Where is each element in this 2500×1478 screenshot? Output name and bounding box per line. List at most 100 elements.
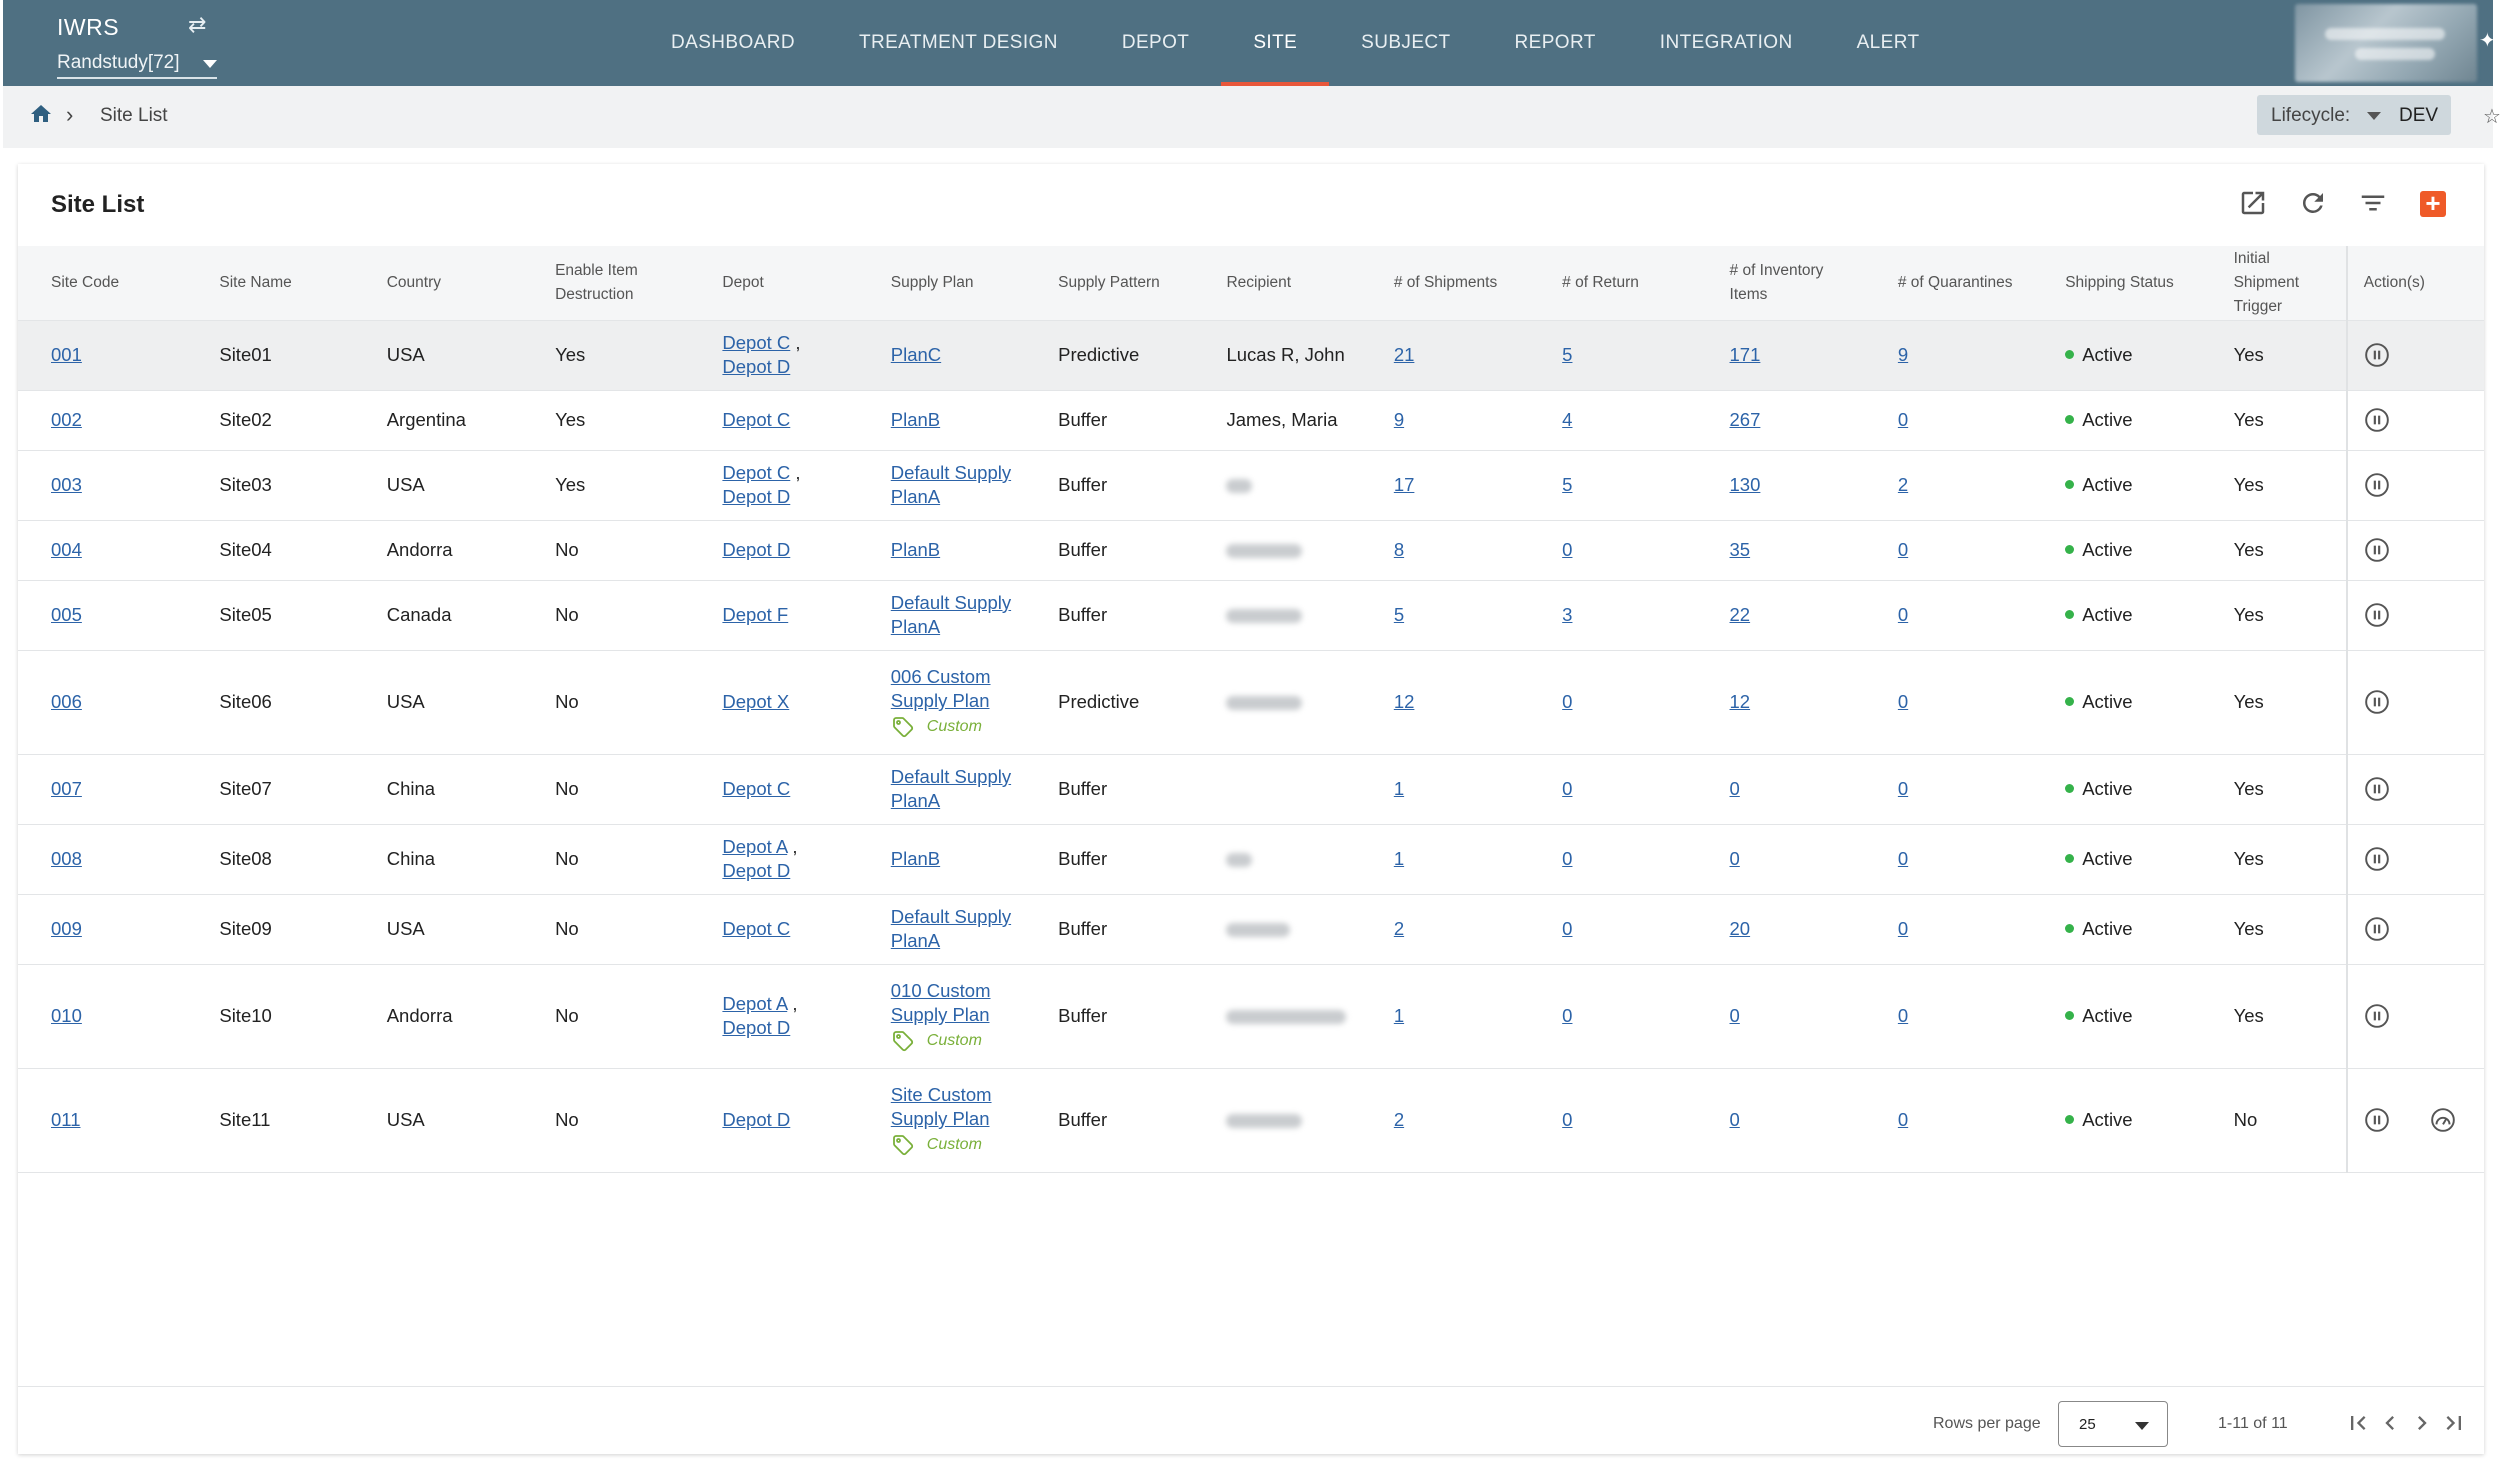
export-icon[interactable] (2238, 188, 2270, 220)
supply-plan-link[interactable]: Default Supply PlanA (890, 766, 1012, 811)
pause-icon[interactable] (2364, 1003, 2390, 1029)
supply-plan-link[interactable]: 010 Custom Supply Plan (890, 980, 991, 1025)
nav-item-site[interactable]: SITE (1221, 0, 1330, 86)
depot-link[interactable]: Depot C (722, 918, 791, 939)
filter-icon[interactable] (2358, 188, 2390, 220)
supply-plan-link[interactable]: Default Supply PlanA (890, 906, 1012, 951)
pause-icon[interactable] (2364, 689, 2390, 715)
next-page-icon[interactable] (2408, 1409, 2436, 1437)
quarantines-link[interactable]: 0 (1897, 778, 1909, 799)
site-code-link[interactable]: 004 (51, 539, 82, 560)
shipments-link[interactable]: 8 (1393, 539, 1405, 560)
site-code-link[interactable]: 010 (51, 1005, 82, 1026)
returns-link[interactable]: 0 (1562, 848, 1573, 869)
quarantines-link[interactable]: 9 (1897, 344, 1909, 365)
depot-link[interactable]: Depot C (722, 332, 791, 353)
supply-plan-link[interactable]: 006 Custom Supply Plan (890, 666, 991, 711)
supply-plan-link[interactable]: PlanB (890, 848, 941, 869)
inventory-link[interactable]: 0 (1729, 778, 1740, 799)
site-code-link[interactable]: 002 (51, 409, 82, 430)
inventory-link[interactable]: 12 (1729, 691, 1751, 712)
shipments-link[interactable]: 1 (1393, 778, 1405, 799)
last-page-icon[interactable] (2440, 1409, 2468, 1437)
swap-icon[interactable]: ⇄ (188, 12, 207, 37)
table-row[interactable]: 002 Site02 Argentina Yes Depot C PlanB Buffer J… (18, 390, 2484, 451)
nav-item-subject[interactable]: SUBJECT (1361, 32, 1451, 53)
depot-link[interactable]: Depot F (722, 604, 789, 625)
inventory-link[interactable]: 22 (1729, 604, 1751, 625)
returns-link[interactable]: 5 (1562, 474, 1573, 495)
quarantines-link[interactable]: 0 (1897, 691, 1909, 712)
inventory-link[interactable]: 130 (1729, 474, 1761, 495)
pin-icon[interactable]: ☆ (2483, 106, 2500, 128)
lifecycle-select[interactable]: Lifecycle: DEV (2257, 95, 2451, 135)
inventory-link[interactable]: 20 (1729, 918, 1751, 939)
shipments-link[interactable]: 5 (1393, 604, 1405, 625)
inventory-link[interactable]: 0 (1729, 848, 1740, 869)
inventory-link[interactable]: 0 (1729, 1005, 1740, 1026)
prev-page-icon[interactable] (2376, 1409, 2404, 1437)
nav-item-report[interactable]: REPORT (1514, 32, 1596, 53)
supply-plan-link[interactable]: Default Supply PlanA (890, 462, 1012, 507)
depot-link[interactable]: Depot C (722, 778, 791, 799)
depot-link[interactable]: Depot C (722, 409, 791, 430)
quarantines-link[interactable]: 0 (1897, 848, 1909, 869)
pause-icon[interactable] (2364, 776, 2390, 802)
nav-item-alert[interactable]: ALERT (1856, 32, 1920, 53)
quarantines-link[interactable]: 0 (1897, 409, 1909, 430)
site-code-link[interactable]: 011 (51, 1109, 81, 1130)
returns-link[interactable]: 3 (1562, 604, 1573, 625)
rows-per-page-select[interactable]: 25 (2058, 1401, 2168, 1447)
returns-link[interactable]: 0 (1562, 691, 1573, 712)
shipments-link[interactable]: 9 (1393, 409, 1405, 430)
table-row[interactable]: 004 Site04 Andorra No Depot D PlanB Buffer 8 0 35… (18, 520, 2484, 581)
table-row[interactable]: 006 Site06 USA No Depot X 006 Custom Supply P… (18, 650, 2484, 755)
first-page-icon[interactable] (2344, 1409, 2372, 1437)
pause-icon[interactable] (2364, 407, 2390, 433)
returns-link[interactable]: 4 (1562, 409, 1573, 430)
inventory-link[interactable]: 35 (1729, 539, 1751, 560)
depot-link[interactable]: Depot D (722, 539, 791, 560)
add-button[interactable]: + (2420, 190, 2446, 217)
table-row[interactable]: 011 Site11 USA No Depot D Site Custom Supply … (18, 1068, 2484, 1173)
shipments-link[interactable]: 21 (1393, 344, 1415, 365)
supply-plan-link[interactable]: Site Custom Supply Plan (890, 1084, 992, 1129)
depot-link[interactable]: Depot A (722, 993, 788, 1014)
user-avatar[interactable] (2295, 4, 2477, 82)
pin-icon[interactable]: ✦ (2479, 30, 2496, 52)
depot-link[interactable]: Depot C (722, 462, 791, 483)
pause-icon[interactable] (2364, 342, 2390, 368)
pause-icon[interactable] (2364, 602, 2390, 628)
refresh-icon[interactable] (2298, 188, 2330, 220)
returns-link[interactable]: 0 (1562, 918, 1573, 939)
inventory-link[interactable]: 267 (1729, 409, 1761, 430)
shipments-link[interactable]: 2 (1393, 918, 1405, 939)
nav-item-integration[interactable]: INTEGRATION (1659, 32, 1793, 53)
nav-item-depot[interactable]: DEPOT (1121, 32, 1190, 53)
site-code-link[interactable]: 008 (51, 848, 82, 869)
table-row[interactable]: 009 Site09 USA No Depot C Default Supply Plan… (18, 894, 2484, 965)
depot-link[interactable]: Depot D (722, 1017, 791, 1038)
table-row[interactable]: 008 Site08 China No Depot A , Depot D PlanB Buf… (18, 824, 2484, 895)
inventory-link[interactable]: 171 (1729, 344, 1761, 365)
returns-link[interactable]: 0 (1562, 1109, 1573, 1130)
depot-link[interactable]: Depot D (722, 1109, 791, 1130)
quarantines-link[interactable]: 0 (1897, 539, 1909, 560)
site-code-link[interactable]: 003 (51, 474, 82, 495)
pause-icon[interactable] (2364, 472, 2390, 498)
depot-link[interactable]: Depot D (722, 486, 791, 507)
nav-item-treatment-design[interactable]: TREATMENT DESIGN (858, 32, 1058, 53)
quarantines-link[interactable]: 0 (1897, 1109, 1909, 1130)
site-code-link[interactable]: 009 (51, 918, 82, 939)
pause-icon[interactable] (2364, 537, 2390, 563)
table-row[interactable]: 003 Site03 USA Yes Depot C , Depot D Default S… (18, 450, 2484, 521)
inventory-link[interactable]: 0 (1729, 1109, 1740, 1130)
quarantines-link[interactable]: 2 (1897, 474, 1909, 495)
table-row[interactable]: 005 Site05 Canada No Depot F Default Supply P… (18, 580, 2484, 651)
site-code-link[interactable]: 005 (51, 604, 82, 625)
site-code-link[interactable]: 007 (51, 778, 82, 799)
pause-icon[interactable] (2364, 1107, 2390, 1133)
table-row[interactable]: 010 Site10 Andorra No Depot A , Depot D 010 Cu… (18, 964, 2484, 1069)
shipments-link[interactable]: 2 (1393, 1109, 1405, 1130)
pause-icon[interactable] (2364, 846, 2390, 872)
